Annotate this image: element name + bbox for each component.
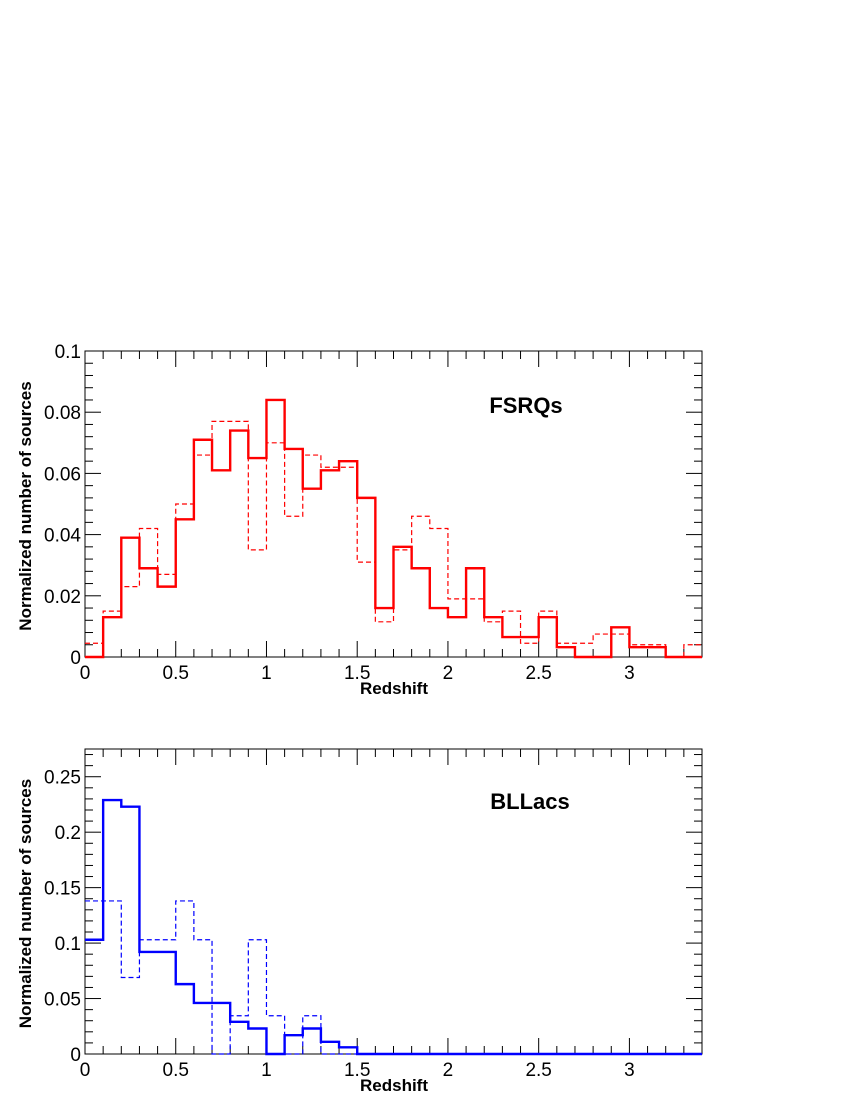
bllac-plot-frame [84, 748, 703, 1055]
bllac-x-tick-label: 0 [80, 1060, 91, 1081]
bllac-x-tick-label: 3 [624, 1060, 635, 1081]
fsrq-y-tick-label: 0.08 [44, 403, 81, 424]
bllac-series-dashed [85, 900, 702, 1055]
fsrq-x-tick-label: 1 [261, 663, 272, 684]
fsrq-x-tick-label: 3 [624, 663, 635, 684]
bllac-y-tick-label: 0.25 [44, 768, 81, 789]
bllac-x-tick-label: 1.5 [344, 1060, 370, 1081]
fsrq-y-tick-label: 0 [70, 648, 81, 669]
fsrq-x-tick-label: 0 [80, 663, 91, 684]
bllac-panel: 0 0.5 1 1.5 2 2.5 3 0 0.05 0.1 0.15 0.2 0.25 Redshift… [16, 748, 703, 1095]
bllac-x-tick-label: 2.5 [525, 1060, 551, 1081]
bllac-x-tick-label: 2 [443, 1060, 454, 1081]
bllac-panel-title: BLLacs [490, 789, 569, 814]
fsrq-series-solid [85, 398, 702, 659]
fsrq-y-tick-label: 0.04 [44, 526, 81, 547]
fsrq-x-axis-title: Redshift [360, 679, 428, 698]
bllac-y-axis-title: Normalized number of sources [16, 779, 35, 1028]
bllac-x-tick-label: 1 [261, 1060, 272, 1081]
fsrq-y-tick-label: 0.02 [44, 587, 81, 608]
fsrq-x-tick-label: 1.5 [344, 663, 370, 684]
fsrq-x-tick-label: 0.5 [163, 663, 189, 684]
fsrq-panel-title: FSRQs [489, 393, 562, 418]
fsrq-x-tick-label: 2 [443, 663, 454, 684]
fsrq-x-tick-label: 2.5 [525, 663, 551, 684]
fsrq-series-dashed [85, 420, 702, 658]
fsrq-y-tick-label: 0.1 [55, 342, 81, 363]
bllac-x-axis-title: Redshift [360, 1076, 428, 1095]
bllac-series-solid [85, 798, 702, 1056]
bllac-y-tick-label: 0 [70, 1045, 81, 1066]
fsrq-y-tick-label: 0.06 [44, 464, 81, 485]
bllac-x-tick-label: 0.5 [163, 1060, 189, 1081]
fsrq-panel: 0 0.5 1 1.5 2 2.5 3 0 0.02 0.04 0.06 0.08 0.1 Redshif… [16, 342, 703, 698]
bllac-y-tick-label: 0.2 [55, 823, 81, 844]
bllac-y-tick-label: 0.15 [44, 879, 81, 900]
fsrq-y-axis-title: Normalized number of sources [16, 381, 35, 630]
bllac-y-tick-label: 0.1 [55, 934, 81, 955]
bllac-y-tick-label: 0.05 [44, 990, 81, 1011]
